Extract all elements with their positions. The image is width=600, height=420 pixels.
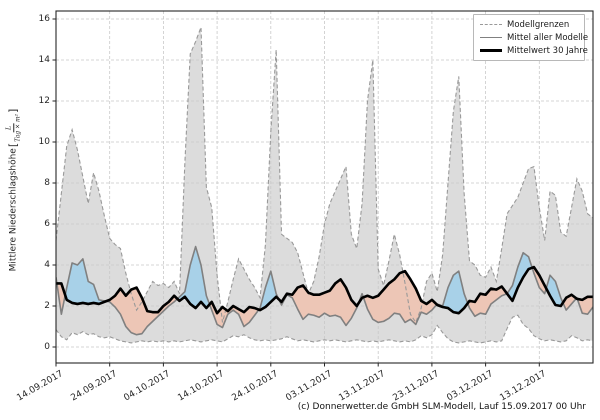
- y-tick-label: 0: [44, 342, 50, 352]
- black-line-swatch: [480, 49, 502, 52]
- dashed-line-swatch: [480, 24, 502, 25]
- y-tick-label: 2: [44, 301, 50, 311]
- y-axis-unit-numerator: L: [4, 123, 14, 133]
- gray-line-swatch: [480, 37, 502, 38]
- y-tick-label: 12: [38, 96, 50, 106]
- legend: Modellgrenzen Mittel aller Modelle Mitte…: [473, 14, 588, 61]
- legend-item-model-mean: Mittel aller Modelle: [480, 32, 588, 43]
- model-mean-line: [56, 245, 593, 336]
- y-axis-unit-denominator: Tag × m²: [13, 113, 21, 142]
- y-tick-label: 16: [38, 14, 50, 24]
- model-upper-bound-line: [56, 27, 593, 324]
- y-axis-unit-fraction: L Tag × m²: [4, 113, 21, 142]
- y-tick-label: 14: [38, 55, 50, 65]
- legend-label: Modellgrenzen: [507, 19, 570, 30]
- legend-item-model-range: Modellgrenzen: [480, 19, 578, 30]
- y-tick-label: 8: [44, 178, 50, 188]
- copyright-caption: (c) Donnerwetter.de GmbH SLM-Modell, Lau…: [297, 402, 586, 412]
- climate-mean-line: [56, 265, 593, 315]
- y-axis-unit-bracket-close: ]: [6, 108, 20, 113]
- y-tick-label: 10: [38, 137, 50, 147]
- model-lower-bound-line: [56, 314, 593, 344]
- legend-item-climate-mean: Mittelwert 30 Jahre: [480, 45, 588, 56]
- plot-border: [55, 10, 594, 364]
- y-tick-label: 6: [44, 219, 50, 229]
- legend-label: Mittel aller Modelle: [507, 32, 589, 43]
- y-axis-label-text: Mittlere Niederschlagshöhe: [8, 148, 18, 272]
- y-tick-label: 4: [44, 260, 50, 270]
- y-axis-unit-bracket-open: [: [6, 142, 20, 148]
- y-axis-label: Mittlere Niederschlagshöhe [ L Tag × m² …: [4, 108, 21, 272]
- axis-tick-marks: [52, 18, 540, 367]
- legend-label: Mittelwert 30 Jahre: [507, 45, 588, 56]
